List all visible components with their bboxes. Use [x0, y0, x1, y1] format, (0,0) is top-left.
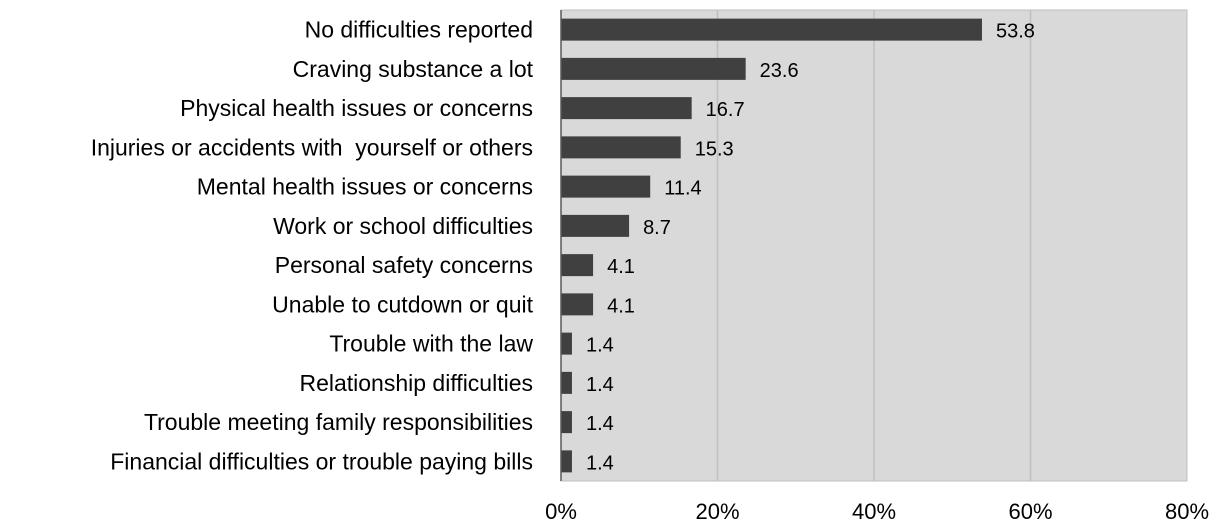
category-label: Trouble with the law	[329, 331, 533, 357]
bar	[561, 18, 982, 41]
x-tick-label: 0%	[545, 499, 577, 524]
bar	[561, 214, 630, 237]
bar	[561, 57, 746, 80]
x-tick-label: 40%	[852, 499, 896, 524]
value-labels: 53.8 23.6 16.7 15.3 11.4 8.7 4.1 4.1 1.4 1.4 1.4 1.…	[586, 21, 1035, 475]
bar	[561, 136, 681, 159]
bar	[561, 97, 692, 120]
value-label: 1.4	[586, 374, 614, 396]
bar	[561, 175, 651, 198]
category-label: Financial difficulties or trouble paying…	[110, 448, 533, 474]
category-label: Craving substance a lot	[293, 56, 534, 82]
category-label: Physical health issues or concerns	[180, 95, 533, 121]
value-label: 1.4	[586, 413, 614, 435]
bars	[561, 18, 982, 473]
category-label: No difficulties reported	[305, 17, 533, 43]
bar	[561, 254, 594, 277]
gridlines	[716, 10, 1032, 481]
value-label: 8.7	[643, 217, 671, 239]
value-label: 4.1	[607, 295, 635, 317]
x-tick-label: 60%	[1008, 499, 1052, 524]
value-label: 1.4	[586, 452, 614, 474]
value-label: 4.1	[607, 256, 635, 278]
value-label: 23.6	[760, 60, 799, 82]
bar	[561, 450, 572, 473]
bar	[561, 293, 594, 316]
x-tick-labels: 0% 20% 40% 60% 80%	[545, 499, 1209, 524]
bar	[561, 371, 572, 394]
category-label: Trouble meeting family responsibilities	[144, 409, 533, 435]
category-label: Work or school difficulties	[273, 213, 533, 239]
value-label: 15.3	[695, 138, 734, 160]
value-label: 11.4	[664, 178, 701, 200]
value-label: 16.7	[706, 99, 745, 121]
category-label: Injuries or accidents with yourself or o…	[91, 134, 533, 160]
category-labels: No difficulties reported Craving substanc…	[91, 17, 534, 475]
x-tick-label: 20%	[695, 499, 739, 524]
x-tick-label: 80%	[1165, 499, 1209, 524]
bar	[561, 411, 572, 434]
value-label: 53.8	[996, 21, 1035, 43]
category-label: Relationship difficulties	[299, 370, 533, 396]
category-label: Personal safety concerns	[275, 252, 533, 278]
bar	[561, 332, 572, 355]
category-label: Mental health issues or concerns	[197, 174, 533, 200]
category-label: Unable to cutdown or quit	[272, 291, 533, 317]
value-label: 1.4	[586, 335, 614, 357]
